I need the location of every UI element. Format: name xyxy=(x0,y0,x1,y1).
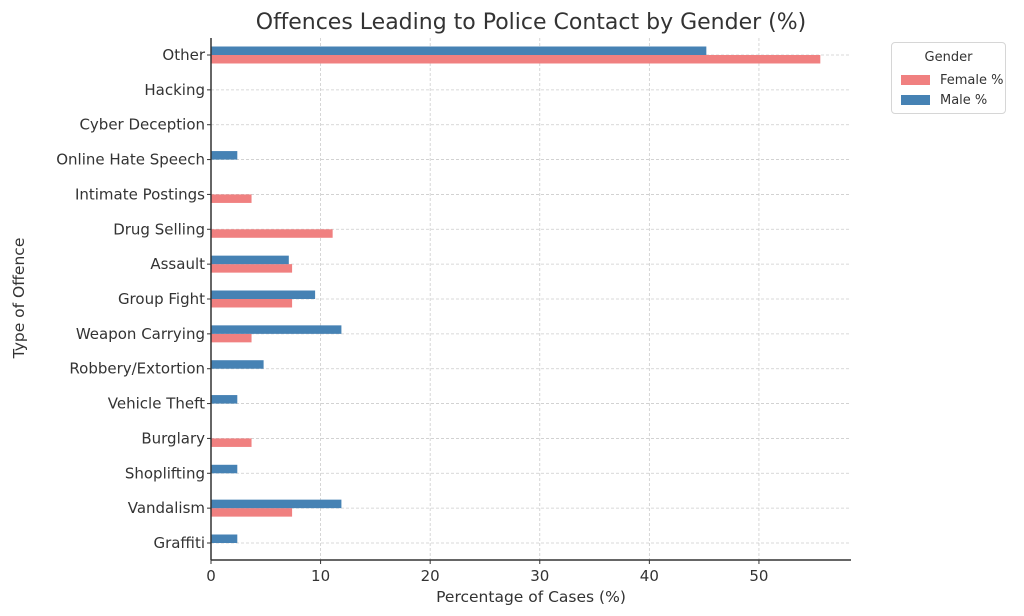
y-tick-label: Online Hate Speech xyxy=(56,151,205,169)
legend: Gender Female % Male % xyxy=(891,42,1006,114)
x-tick-label: 10 xyxy=(311,567,330,585)
legend-swatch-female xyxy=(901,75,930,85)
y-tick-label: Intimate Postings xyxy=(75,185,205,203)
y-tick-label: Graffiti xyxy=(153,534,205,552)
y-tick-label: Group Fight xyxy=(118,290,205,308)
y-tick-label: Weapon Carrying xyxy=(76,325,205,343)
bar-female-vandalism xyxy=(211,508,293,517)
bar-female-drug-selling xyxy=(211,229,333,238)
bar-female-assault xyxy=(211,264,293,273)
bar-female-burglary xyxy=(211,438,252,447)
bar-male-graffiti xyxy=(211,534,238,543)
chart-title: Offences Leading to Police Contact by Ge… xyxy=(256,10,806,35)
y-tick-label: Vehicle Theft xyxy=(108,395,205,413)
bars xyxy=(211,46,821,543)
y-tick-label: Burglary xyxy=(141,429,205,447)
y-tick-label: Shoplifting xyxy=(125,464,205,482)
y-tick-label: Assault xyxy=(150,255,205,273)
y-axis-label: Type of Offence xyxy=(10,238,28,360)
y-tick-label: Hacking xyxy=(144,81,205,99)
bar-male-assault xyxy=(211,255,289,265)
bar-male-shoplifting xyxy=(211,464,238,474)
legend-label-male: Male % xyxy=(940,92,988,108)
legend-swatch-male xyxy=(901,95,930,105)
y-tick-label: Drug Selling xyxy=(113,220,205,238)
y-tick-label: Vandalism xyxy=(128,499,205,517)
bar-male-group-fight xyxy=(211,290,316,299)
bar-male-robbery-extortion xyxy=(211,360,264,369)
legend-item-female: Female % xyxy=(901,71,1004,89)
bar-female-other xyxy=(211,55,821,64)
x-tick-label: 20 xyxy=(421,567,440,585)
ticks: 0 10 20 30 40 50 Graffiti Vandalism Shoplifting B… xyxy=(56,46,768,585)
bar-female-weapon-carrying xyxy=(211,333,252,343)
legend-title: Gender xyxy=(924,50,973,65)
legend-item-male: Male % xyxy=(901,91,987,109)
y-tick-label: Cyber Deception xyxy=(79,116,205,134)
y-tick-label: Other xyxy=(162,46,205,64)
y-tick-label: Robbery/Extortion xyxy=(69,360,205,378)
bar-male-vehicle-theft xyxy=(211,395,238,404)
legend-label-female: Female % xyxy=(940,72,1004,88)
bar-female-intimate-postings xyxy=(211,194,252,203)
x-tick-label: 0 xyxy=(206,567,216,585)
x-tick-label: 30 xyxy=(530,567,549,585)
x-axis-label: Percentage of Cases (%) xyxy=(436,588,626,606)
x-tick-label: 40 xyxy=(640,567,659,585)
bar-male-online-hate-speech xyxy=(211,151,238,160)
x-tick-label: 50 xyxy=(749,567,768,585)
bar-male-weapon-carrying xyxy=(211,325,342,334)
bar-male-other xyxy=(211,46,707,55)
bar-male-vandalism xyxy=(211,499,342,509)
bar-female-group-fight xyxy=(211,299,293,308)
